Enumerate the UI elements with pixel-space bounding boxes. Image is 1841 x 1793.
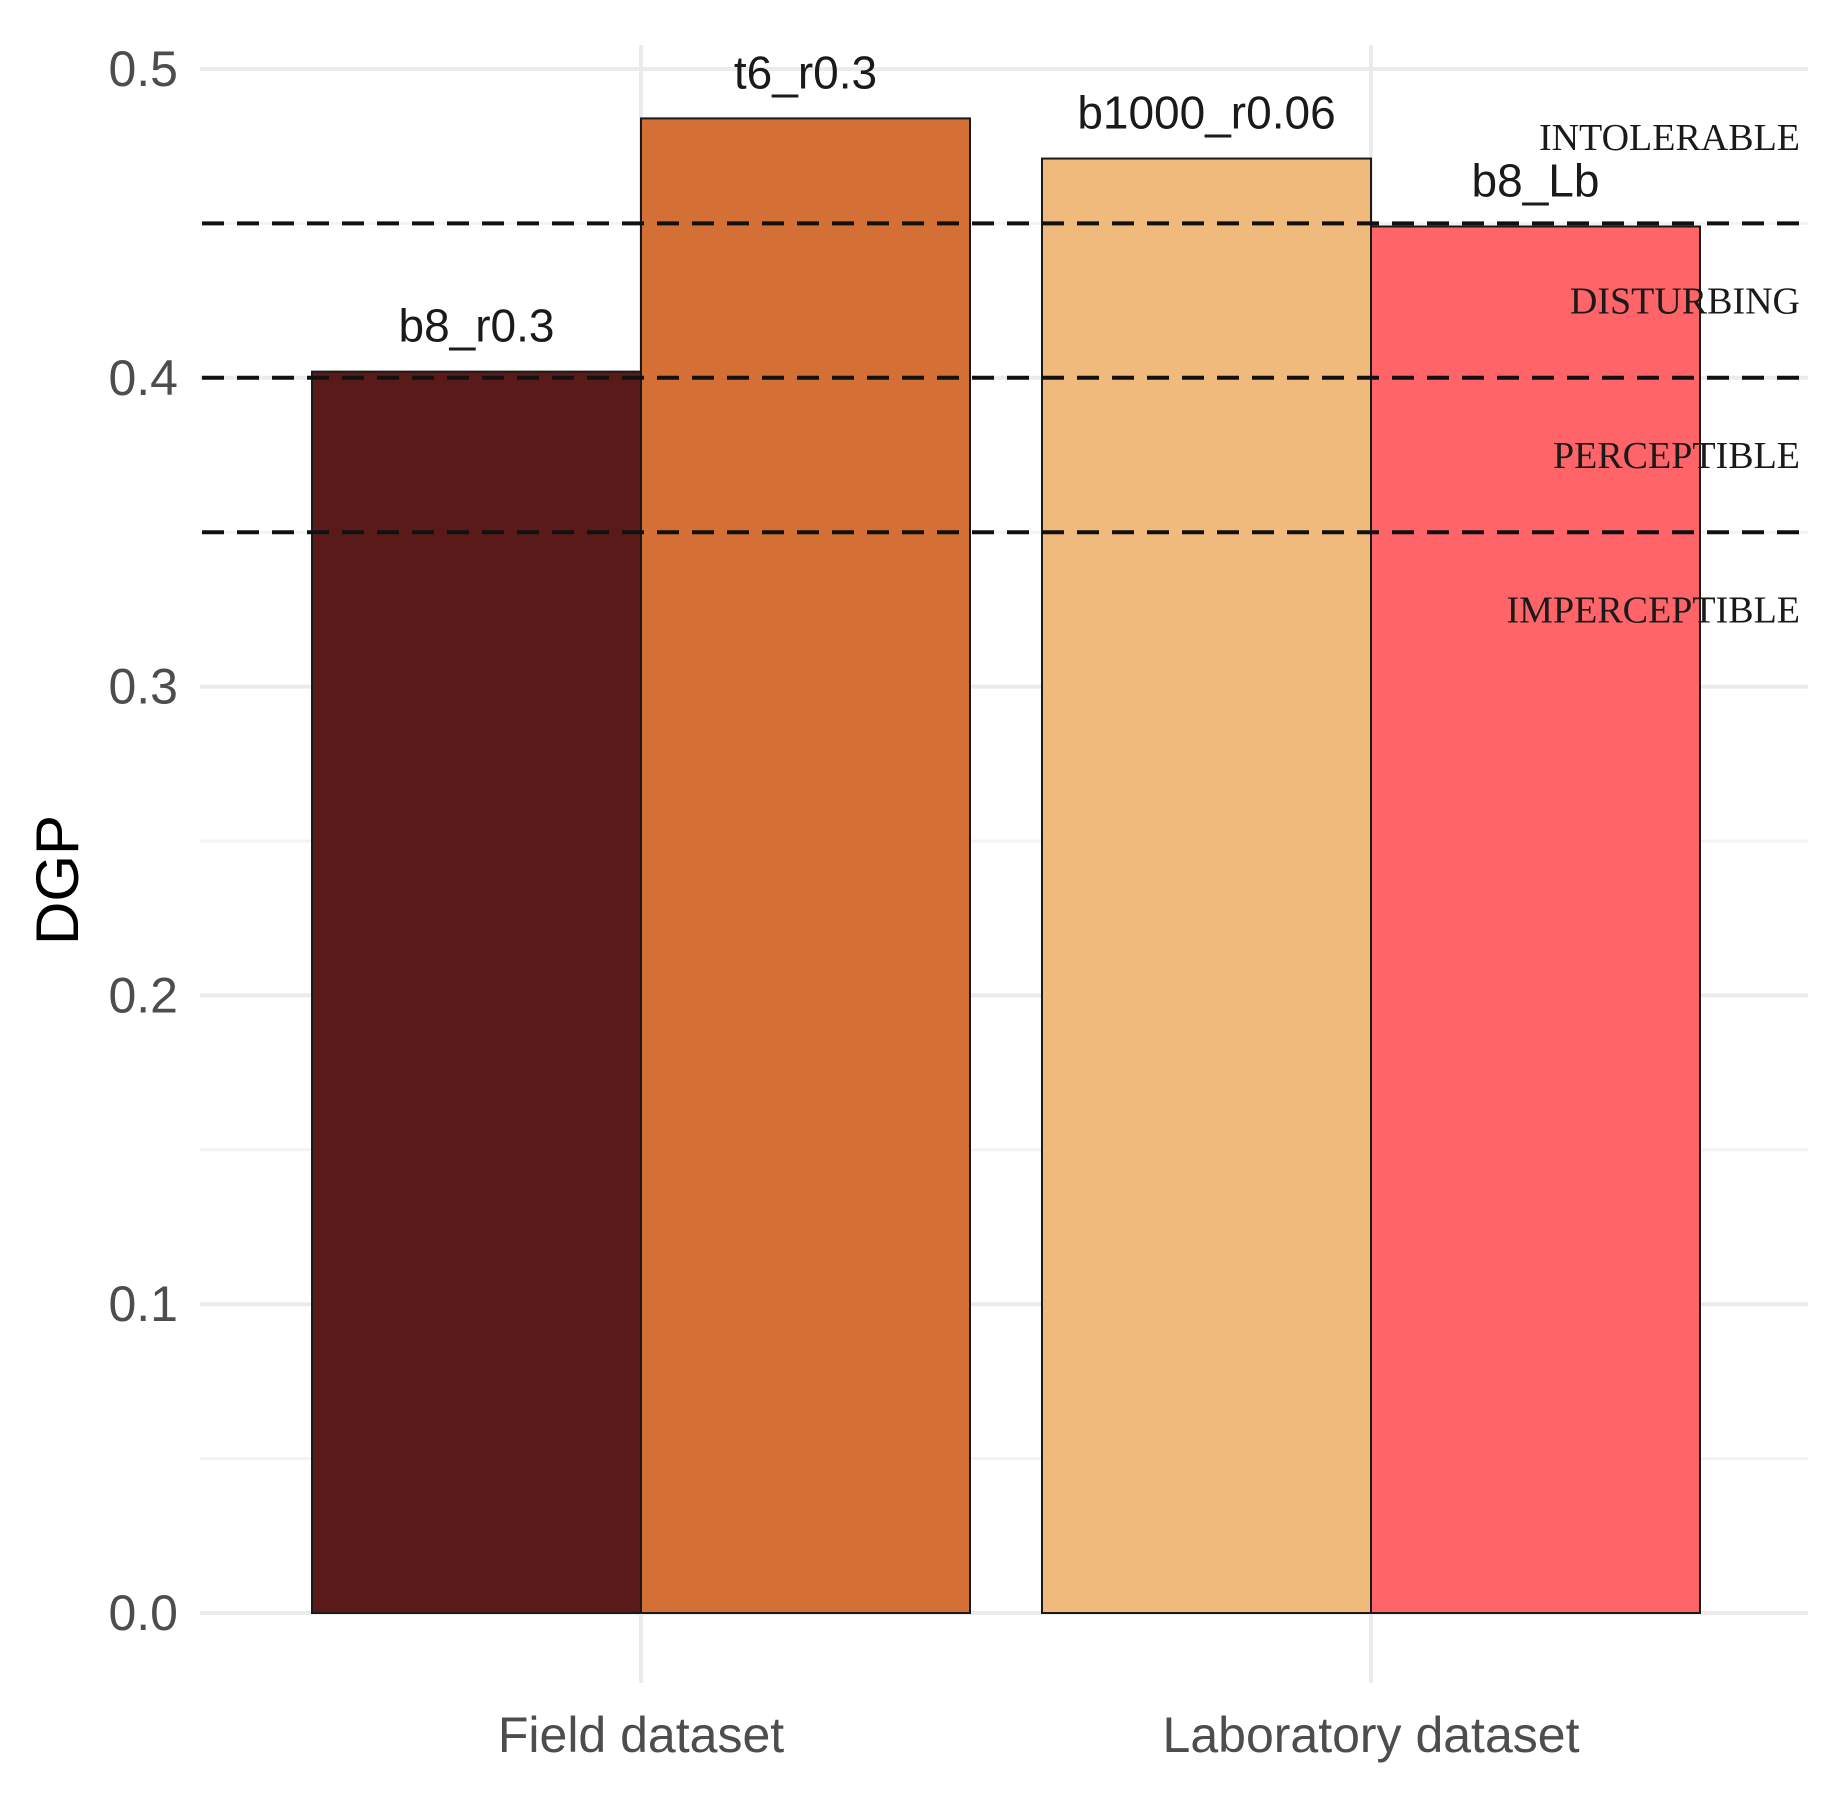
- bar-data-label: b8_r0.3: [398, 300, 554, 352]
- bar-data-label: b8_Lb: [1472, 154, 1600, 206]
- y-tick-label: 0.0: [108, 1585, 178, 1641]
- zone-label: INTOLERABLE: [1539, 117, 1800, 159]
- zone-label: DISTURBING: [1570, 281, 1800, 323]
- zone-label: IMPERCEPTIBLE: [1507, 589, 1800, 631]
- y-tick-label: 0.2: [108, 967, 178, 1023]
- x-category-label: Field dataset: [498, 1707, 784, 1763]
- y-tick-label: 0.4: [108, 350, 178, 406]
- x-category-label: Laboratory dataset: [1163, 1707, 1580, 1763]
- y-tick-label: 0.5: [108, 41, 178, 97]
- y-tick-label: 0.3: [108, 659, 178, 715]
- bar-data-label: t6_r0.3: [734, 46, 877, 98]
- bar: [640, 117, 971, 1615]
- y-axis-title: DGP: [24, 815, 91, 945]
- labels-layer: 0.0 0.1 0.2 0.3 0.4 0.5 b8_r0.3 t6_r0.3 Field da…: [108, 41, 1800, 1763]
- zone-label: PERCEPTIBLE: [1553, 435, 1800, 477]
- y-tick-label: 0.1: [108, 1276, 178, 1332]
- bar-data-label: b1000_r0.06: [1077, 87, 1335, 139]
- bar: [1370, 225, 1701, 1614]
- bars-layer: [311, 117, 1701, 1615]
- bar: [311, 370, 642, 1614]
- threshold-layer: [202, 221, 1808, 535]
- bar: [1041, 157, 1372, 1614]
